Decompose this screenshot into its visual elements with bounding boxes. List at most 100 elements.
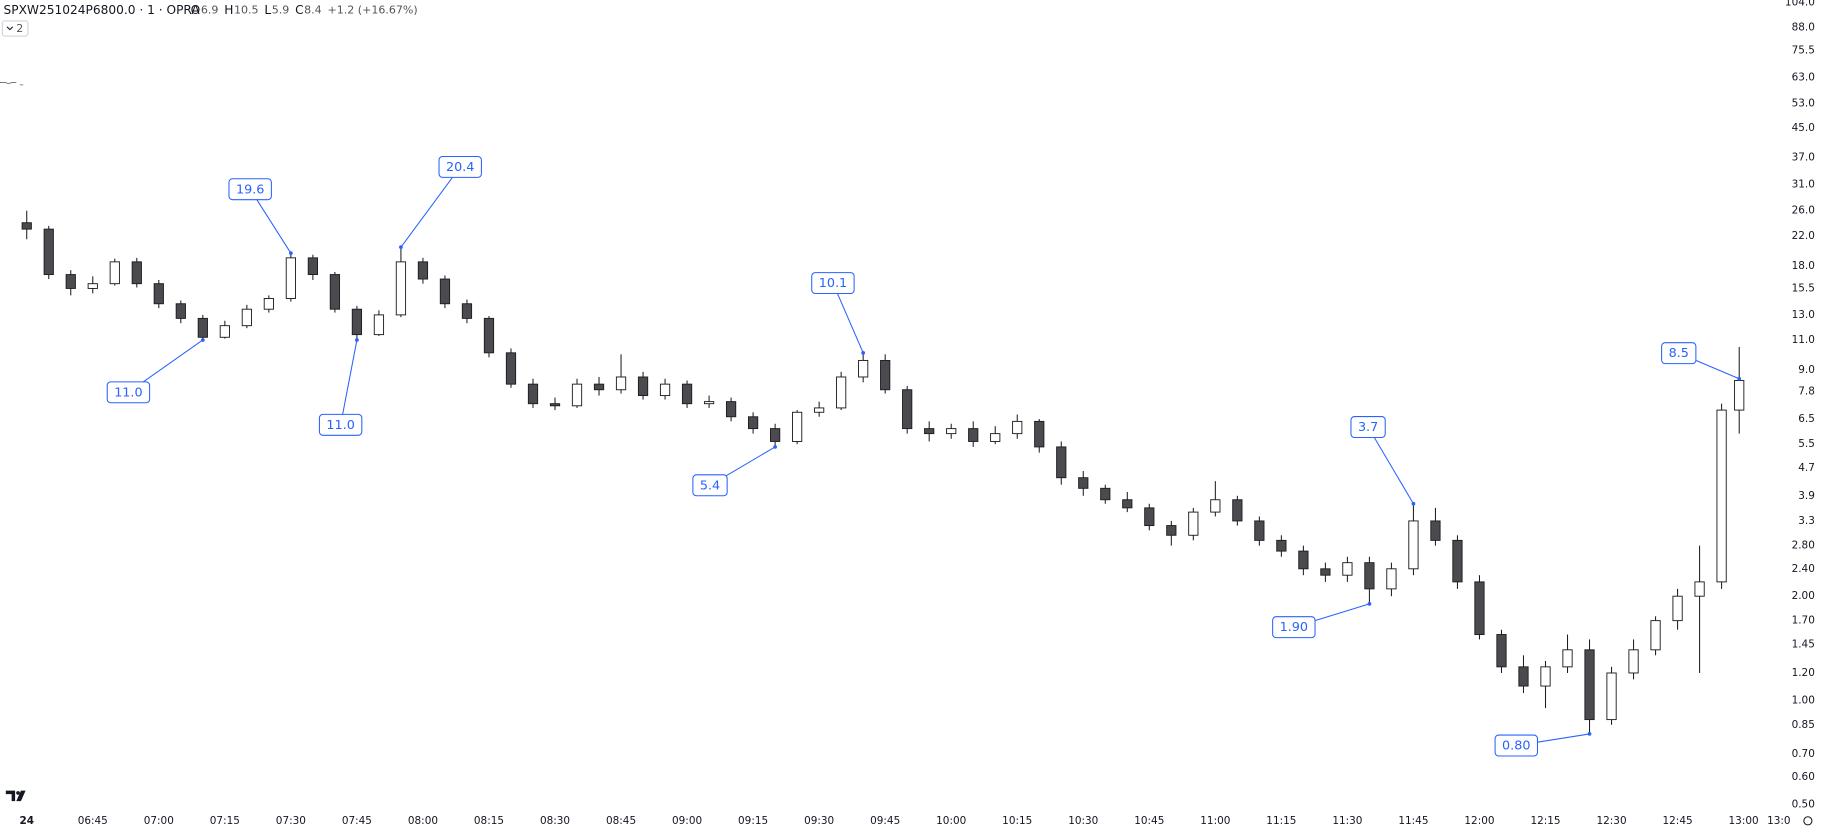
y-tick-label: 53.0 xyxy=(1792,98,1815,110)
candle-body xyxy=(1364,562,1375,590)
x-tick-label: 11:15 xyxy=(1266,815,1296,827)
candle-body xyxy=(1430,520,1441,541)
x-tick-label: 12:15 xyxy=(1530,815,1560,827)
candle-body xyxy=(439,278,451,305)
y-tick-label: 4.7 xyxy=(1798,462,1815,474)
candle-body xyxy=(1628,649,1639,674)
candle-body xyxy=(1188,511,1199,536)
candle-body xyxy=(1606,672,1617,721)
y-tick-label: 0.85 xyxy=(1792,719,1815,731)
candle-body xyxy=(571,383,583,407)
candle-body xyxy=(395,261,407,316)
x-tick-label: 08:45 xyxy=(606,815,636,827)
candle-body xyxy=(175,303,186,319)
candle-body xyxy=(1320,568,1331,576)
x-tick-label: 11:00 xyxy=(1200,815,1230,827)
candle-body xyxy=(880,359,891,391)
y-tick-label: 11.0 xyxy=(1792,334,1815,346)
candle-body xyxy=(814,407,825,413)
marker-box xyxy=(1494,734,1538,757)
marker-label: 19.6 xyxy=(236,182,264,197)
candle-body xyxy=(1342,562,1353,576)
ohlc-value: 8.4 xyxy=(304,3,322,16)
candle-body xyxy=(1650,620,1661,651)
candle-body xyxy=(1540,666,1551,687)
candle-body xyxy=(1496,634,1507,668)
marker-label: 11.0 xyxy=(326,418,354,433)
marker-label: 3.7 xyxy=(1358,420,1378,435)
y-tick-label: 3.3 xyxy=(1798,515,1815,527)
candle-body xyxy=(725,401,737,418)
marker-point xyxy=(773,445,777,449)
ohlc-label: H xyxy=(224,3,233,17)
candle-body xyxy=(1474,581,1485,635)
x-tick-label: 24 xyxy=(19,815,34,827)
x-tick-label: 11:30 xyxy=(1332,815,1362,827)
x-tick-label: 08:00 xyxy=(408,815,438,827)
marker-leader xyxy=(400,166,461,248)
candle-body xyxy=(1144,507,1155,527)
candle-body xyxy=(1694,581,1705,597)
y-tick-label: 1.45 xyxy=(1792,639,1815,651)
x-tick-label: 09:15 xyxy=(738,815,768,827)
candle-body xyxy=(1386,568,1397,590)
candle-body xyxy=(1012,420,1023,435)
x-tick-label: 07:00 xyxy=(144,815,174,827)
marker-label: 8.5 xyxy=(1669,346,1689,361)
candle-body xyxy=(1078,477,1089,489)
x-tick-label: 09:00 xyxy=(672,815,702,827)
y-tick-label: 0.60 xyxy=(1792,771,1815,783)
marker-box xyxy=(811,272,855,295)
x-tick-label: 09:30 xyxy=(804,815,834,827)
symbol: SPXW251024P6800.0 · 1 · OPRA xyxy=(3,3,200,17)
candle-body xyxy=(924,428,935,435)
marker-point xyxy=(861,350,866,355)
marker-point xyxy=(1411,501,1416,506)
candle-body xyxy=(219,325,230,338)
candle-body xyxy=(21,222,32,230)
y-tick-label: 5.5 xyxy=(1798,438,1815,450)
candle-body xyxy=(1672,595,1683,622)
candle-body xyxy=(968,428,979,442)
candle-body xyxy=(527,383,539,405)
x-tick-label: 07:15 xyxy=(210,815,240,827)
ohlc-label: C xyxy=(295,3,304,17)
marker-box xyxy=(1272,616,1316,639)
y-tick-label: 63.0 xyxy=(1792,72,1815,84)
candle-body xyxy=(659,383,671,397)
marker-point xyxy=(1737,376,1742,381)
indicator-count: 2 xyxy=(16,22,23,35)
candle-body xyxy=(131,261,142,285)
x-tick-label: 10:30 xyxy=(1068,815,1098,827)
candle-body xyxy=(1518,666,1529,687)
x-tick-label: 12:45 xyxy=(1663,815,1693,827)
candle-body xyxy=(109,261,120,285)
x-tick-label: 09:45 xyxy=(870,815,900,827)
candle-body xyxy=(1034,420,1045,448)
candle-body xyxy=(153,283,164,305)
indicator-toggle[interactable] xyxy=(1,20,29,37)
settings-icon[interactable] xyxy=(1803,816,1813,826)
candle-body xyxy=(615,376,627,391)
y-tick-label: 26.0 xyxy=(1792,205,1815,217)
candle-body xyxy=(505,352,517,385)
candle-body xyxy=(681,383,693,405)
candle-body xyxy=(858,359,869,378)
candle-body xyxy=(1452,539,1463,583)
y-tick-label: 1.00 xyxy=(1792,694,1815,706)
x-tick-label: 11:45 xyxy=(1398,815,1428,827)
marker-box xyxy=(1661,342,1697,365)
indicator-line xyxy=(0,82,24,86)
candle-body xyxy=(1734,380,1745,411)
marker-point xyxy=(1587,732,1592,736)
y-tick-label: 45.0 xyxy=(1792,122,1815,134)
y-tick-label: 31.0 xyxy=(1792,178,1815,190)
ohlc-value: 6.9 xyxy=(201,3,219,16)
x-tick-label: 07:45 xyxy=(342,815,372,827)
x-tick-label: 10:45 xyxy=(1134,815,1164,827)
x-tick-label: 07:30 xyxy=(276,815,306,827)
candle-body xyxy=(241,308,252,327)
x-tick-label: 12:00 xyxy=(1464,815,1494,827)
marker-label: 5.4 xyxy=(700,478,720,493)
y-tick-label: 104.0 xyxy=(1785,0,1815,8)
